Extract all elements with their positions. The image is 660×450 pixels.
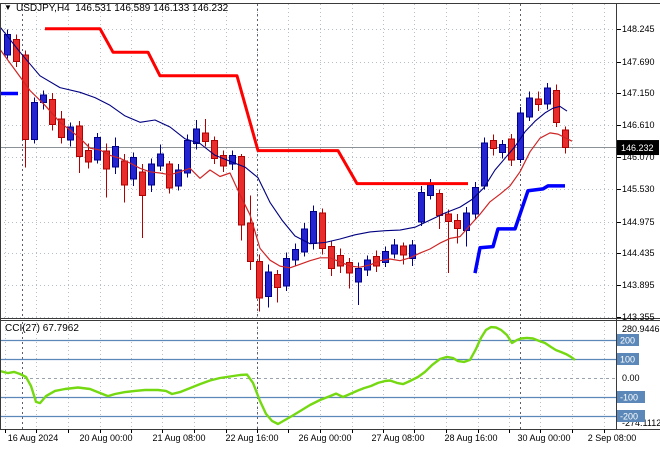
candle-body [103,150,110,170]
price-axis-label: 146.610 [622,120,655,130]
candle-body [292,249,299,261]
ma-blue-line [0,26,568,245]
price-axis-label: 147.690 [622,57,655,67]
candle-body [139,171,146,196]
candle-body [31,101,38,140]
candle-body [310,210,317,245]
current-price-label: 146.232 [621,143,654,153]
candle-body [274,273,281,288]
time-axis-label: 28 Aug 16:00 [444,433,497,443]
candle-body [184,140,191,174]
time-axis-label: 16 Aug 2024 [8,433,59,443]
time-axis-label: 21 Aug 08:00 [152,433,205,443]
candle-body [22,54,29,140]
price-axis-label: 146.070 [622,152,655,162]
candle-body [166,163,173,189]
candle-body [445,213,452,222]
ma-red-line [0,48,573,269]
candle-body [562,129,569,148]
candle-body [427,184,434,196]
candle-body [382,250,389,264]
time-axis-label: 20 Aug 00:00 [79,433,132,443]
chart-title: USDJPY,H4 146.531 146.589 146.133 146.23… [16,3,229,14]
candle-body [130,157,137,180]
candle-body [355,267,362,283]
candle-body [535,98,542,106]
cci-level-badge [617,410,645,423]
current-price-box [617,140,659,156]
candle-body [319,212,326,249]
cci-line [0,325,576,426]
candle-body [247,222,254,262]
candle-body [49,98,56,126]
price-axis-label: 143.895 [622,280,655,290]
candle-body [202,132,209,143]
cci-level-badge-label: 100 [620,354,635,364]
candles-layer [4,29,569,312]
candle-body [418,191,425,223]
candle-body [472,187,479,215]
price-axis-label: 148.245 [622,24,655,34]
candle-body [40,94,47,103]
price-axis-label: 144.435 [622,248,655,258]
price-axis-label: 143.355 [622,312,655,322]
chart-borders [0,3,660,430]
cci-max-label: 280.9446 [622,324,660,334]
candle-body [481,142,488,187]
candle-body [256,260,263,299]
price-axis-label: 147.150 [622,88,655,98]
price-axis-label: 145.530 [622,184,655,194]
candle-body [58,118,65,139]
price-axis-label: 144.975 [622,217,655,227]
cci-min-label: -274.1112 [622,418,660,428]
time-axis-label: 22 Aug 16:00 [225,433,278,443]
candle-body [211,140,218,159]
candle-body [526,97,533,118]
candle-body [346,262,353,274]
time-axis-label: 27 Aug 08:00 [371,433,424,443]
candle-body [148,163,155,186]
trend-stop-blue-line [473,184,565,274]
candle-body [76,125,83,158]
cci-level-badge-label: -100 [620,393,638,403]
candle-body [283,257,290,287]
candle-body [220,154,227,167]
candle-body [409,244,416,259]
time-axis-label: 2 Sep 08:00 [588,433,637,443]
cci-level-badge [617,352,639,365]
candle-body [121,160,128,186]
candle-body [229,154,236,165]
candle-body [13,38,20,63]
cci-level-badge-label: 200 [620,335,635,345]
cci-zero-label: 0.00 [622,373,640,383]
time-axis-label: 30 Aug 00:00 [517,433,570,443]
candle-body [265,271,272,298]
indicator-label: CCI(27) 67.7962 [5,323,79,334]
candle-body [391,244,398,255]
cci-level-badge [617,391,645,404]
candle-body [454,220,461,229]
candle-body [175,169,182,187]
candle-body [499,144,506,153]
cci-level-badge [617,333,639,346]
candle-body [193,128,200,145]
candle-body [85,150,92,163]
candle-body [4,34,11,56]
candle-body [517,112,524,160]
candle-body [508,138,515,161]
candle-body [544,87,551,105]
cci-level-badge-label: -200 [620,412,638,422]
candle-body [400,245,407,256]
candle-body [490,140,497,149]
candle-body [436,193,443,216]
trend-stop-red-line [45,27,468,186]
time-axis-label: 26 Aug 00:00 [298,433,351,443]
candle-body [157,153,164,167]
symbol-dropdown-icon[interactable]: ▼ [4,3,12,12]
candle-body [463,212,470,232]
